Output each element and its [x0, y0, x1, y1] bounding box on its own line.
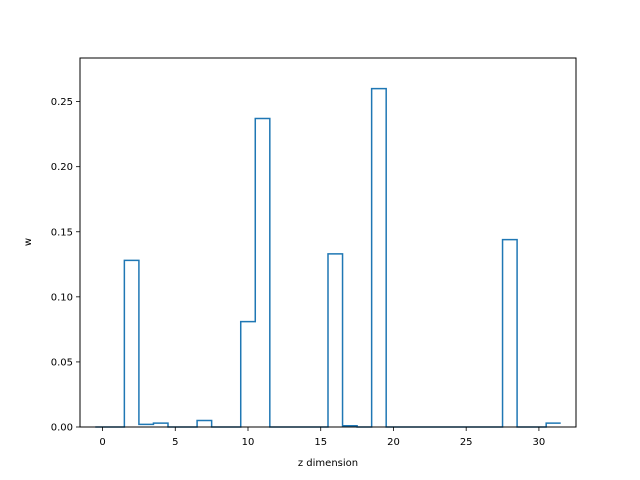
x-tick-label: 30: [533, 437, 546, 448]
x-axis-label: z dimension: [298, 458, 358, 469]
x-axis: 0 5 10 15 20 25 30: [99, 427, 545, 448]
y-tick-label: 0.20: [51, 162, 73, 173]
y-tick-label: 0.25: [51, 97, 73, 108]
y-tick-label: 0.15: [51, 227, 73, 238]
y-axis-label: w: [23, 238, 34, 246]
x-tick-label: 20: [387, 437, 400, 448]
x-tick-label: 10: [242, 437, 255, 448]
y-tick-label: 0.10: [51, 292, 73, 303]
x-tick-label: 0: [99, 437, 105, 448]
axes-frame: [79, 57, 577, 428]
x-tick-label: 15: [314, 437, 327, 448]
x-tick-label: 5: [172, 437, 178, 448]
x-tick-label: 25: [460, 437, 473, 448]
y-axis: 0.00 0.05 0.10 0.15 0.20 0.25: [51, 97, 80, 434]
y-tick-label: 0.00: [51, 423, 73, 434]
y-tick-label: 0.05: [51, 357, 73, 368]
